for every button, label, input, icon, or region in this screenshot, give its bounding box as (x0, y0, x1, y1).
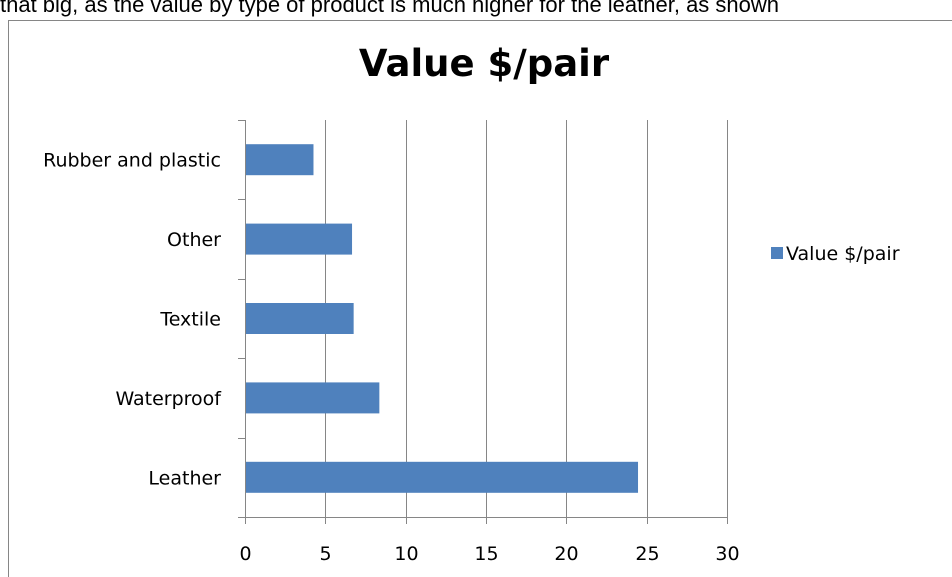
chart-title: Value $/pair (359, 42, 610, 85)
bar (246, 223, 353, 255)
y-tick-label: Other (167, 229, 221, 251)
legend-swatch (771, 247, 783, 259)
y-tick-label: Textile (159, 309, 221, 331)
y-tick-label: Leather (148, 467, 221, 489)
x-tick-label: 5 (319, 543, 331, 565)
intro-text: that big, as the value by type of produc… (0, 0, 779, 17)
bar (246, 144, 314, 176)
x-tick-label: 0 (239, 543, 251, 565)
bar (246, 382, 380, 414)
x-tick-label: 10 (394, 543, 418, 565)
bar (246, 461, 639, 493)
bar (246, 303, 354, 334)
x-tick-label: 30 (715, 543, 739, 565)
x-tick-label: 20 (554, 543, 578, 565)
x-tick-label: 15 (474, 543, 498, 565)
x-tick-label: 25 (635, 543, 659, 565)
y-tick-label: Waterproof (115, 388, 222, 410)
y-tick-label: Rubber and plastic (43, 150, 221, 172)
legend-label: Value $/pair (786, 243, 900, 265)
